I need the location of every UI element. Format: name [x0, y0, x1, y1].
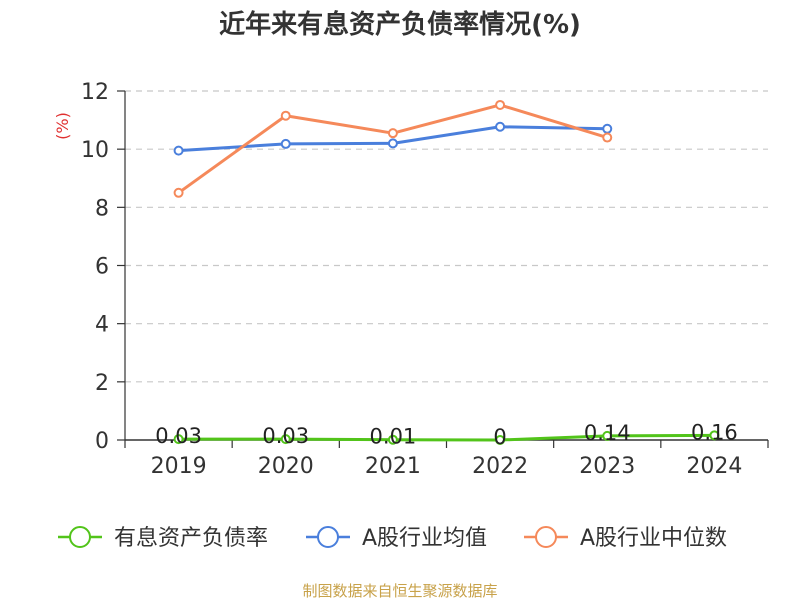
data-point [173, 434, 184, 445]
legend-marker-icon [317, 526, 339, 548]
y-tick-label: 0 [95, 429, 109, 454]
series-line [178, 433, 715, 442]
y-tick-label: 12 [81, 80, 109, 105]
y-tick-label: 6 [95, 255, 109, 280]
x-tick-label: 2024 [686, 454, 742, 479]
x-tick-label: 2023 [579, 454, 635, 479]
data-point [709, 430, 720, 441]
y-tick-label: 10 [81, 138, 109, 163]
data-label: 0.03 [262, 424, 309, 448]
data-point [495, 435, 506, 445]
series-layer [173, 99, 720, 445]
data-label: 0.01 [370, 425, 417, 449]
y-tick-label: 8 [95, 196, 109, 221]
x-tick-label: 2021 [365, 454, 421, 479]
data-point [173, 145, 184, 156]
data-label: 0.14 [584, 421, 631, 445]
data-point [387, 138, 398, 149]
data-point [280, 110, 291, 121]
data-point [602, 132, 613, 143]
legend-item[interactable]: 有息资产负债率 [58, 526, 268, 551]
data-point [602, 430, 613, 441]
legend-item[interactable]: A股行业中位数 [524, 526, 727, 551]
legend-label: A股行业中位数 [580, 526, 727, 551]
data-point [280, 138, 291, 149]
data-point [173, 187, 184, 198]
data-point [387, 434, 398, 445]
x-tick-label: 2022 [472, 454, 528, 479]
source-note: 制图数据来自恒生聚源数据库 [302, 582, 497, 600]
data-point [495, 121, 506, 132]
legend-item[interactable]: A股行业均值 [306, 526, 487, 551]
data-point [602, 123, 613, 134]
legend-label: A股行业均值 [362, 526, 487, 551]
y-tick-label: 2 [95, 371, 109, 396]
data-labels: 0.03 0.03 0.01 0 0.14 0.16 [155, 420, 738, 449]
data-point [280, 434, 291, 445]
legend-label: 有息资产负债率 [114, 526, 268, 551]
data-point [387, 128, 398, 139]
data-point [495, 99, 506, 110]
legend-marker-icon [535, 526, 557, 548]
x-tick-label: 2020 [258, 454, 314, 479]
x-tick-label: 2019 [151, 454, 207, 479]
y-axis-unit-label: (%) [53, 112, 72, 140]
legend: 有息资产负债率 A股行业均值 A股行业中位数 [58, 526, 727, 551]
data-label: 0.16 [691, 420, 738, 444]
legend-marker-icon [69, 526, 91, 548]
chart-title: 近年来有息资产负债率情况(%) [219, 9, 581, 40]
gridlines [125, 90, 768, 383]
data-label: 0 [493, 425, 506, 449]
data-label: 0.03 [155, 424, 202, 448]
y-tick-label: 4 [95, 313, 109, 338]
